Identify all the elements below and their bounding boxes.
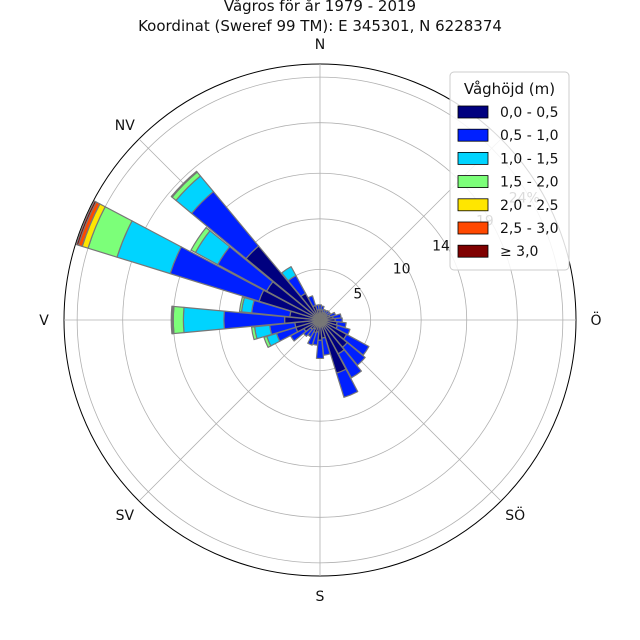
direction-label: N — [315, 37, 325, 53]
direction-label: NV — [115, 118, 135, 134]
legend-swatch — [457, 151, 489, 165]
rose-bar-segment — [342, 333, 370, 356]
direction-label: V — [39, 313, 49, 329]
rose-bar-segment — [307, 295, 317, 308]
rose-bars — [75, 170, 370, 398]
rose-bar-segment — [250, 326, 258, 341]
chart-title: Vågros för år 1979 - 2019 — [223, 0, 417, 15]
radial-tick-label: 5 — [353, 287, 362, 303]
rose-bar-segment — [335, 368, 359, 398]
rose-bar-segment — [170, 170, 198, 198]
chart-subtitle: Koordinat (Sweref 99 TM): E 345301, N 62… — [138, 17, 502, 35]
legend-label: 2,5 - 3,0 — [500, 221, 558, 237]
rose-bar-segment — [238, 296, 245, 313]
rose-bar-segment — [263, 335, 272, 348]
rose-bar-segment — [315, 304, 320, 311]
rose-bar-segment — [281, 266, 297, 282]
rose-bar-segment — [342, 342, 366, 366]
rose-bar-segment — [307, 331, 317, 346]
legend-swatch — [457, 221, 489, 235]
legend-label: 2,0 - 2,5 — [500, 198, 558, 214]
grid-spoke — [138, 319, 321, 502]
radial-tick-label: 10 — [393, 261, 411, 277]
legend-label: 1,0 - 1,5 — [500, 151, 558, 167]
direction-label: Ö — [590, 311, 601, 329]
rose-bar-segment — [315, 339, 325, 360]
legend-swatch — [457, 105, 489, 119]
direction-label: S — [316, 589, 325, 605]
legend-label: 0,5 - 1,0 — [500, 128, 558, 144]
direction-label: SV — [116, 508, 135, 524]
legend-swatch — [457, 198, 489, 212]
legend-swatch — [457, 244, 489, 258]
rose-bar-segment — [337, 349, 363, 379]
rose-bar-segment — [170, 305, 174, 335]
legend-title: Våghöjd (m) — [464, 80, 555, 98]
legend-label: ≥ 3,0 — [500, 244, 538, 260]
direction-label: SÖ — [505, 506, 525, 524]
legend-label: 1,5 - 2,0 — [500, 175, 558, 191]
rose-bar-segment — [190, 226, 211, 254]
rose-bar-segment — [320, 305, 325, 311]
legend: Våghöjd (m) 0,0 - 0,5 0,5 - 1,0 1,0 - 1,5 1,… — [449, 71, 570, 271]
rose-bar-segment — [182, 306, 225, 334]
legend-swatch — [457, 175, 489, 189]
rose-bar-segment — [75, 200, 97, 246]
legend-swatch — [457, 128, 489, 142]
rose-bar-segment — [172, 305, 185, 335]
legend-label: 0,0 - 0,5 — [500, 105, 558, 121]
legend-box — [449, 71, 570, 271]
radial-tick-label: 14 — [432, 239, 450, 255]
